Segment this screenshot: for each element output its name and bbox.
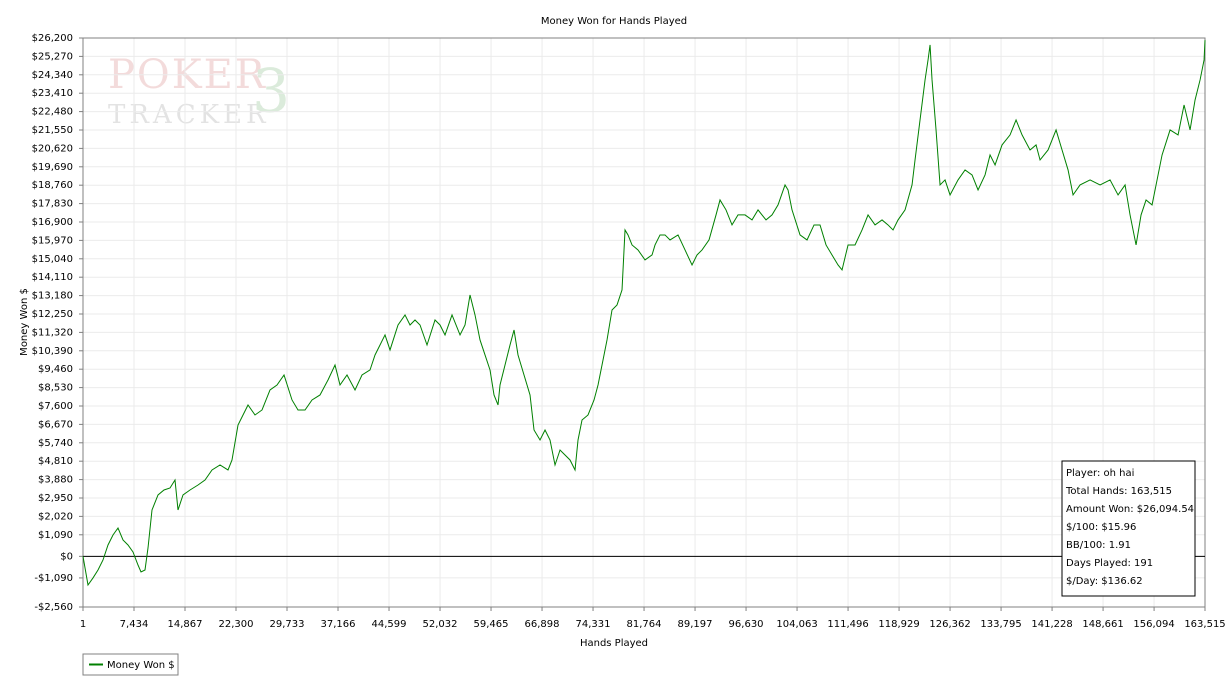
y-tick-label: $16,900 [32, 217, 73, 228]
y-tick-label: $22,480 [32, 107, 73, 118]
x-tick-label: 111,496 [827, 619, 868, 630]
y-tick-label: $18,760 [32, 180, 73, 191]
x-tick-label: 148,661 [1082, 619, 1123, 630]
info-line: Player: oh hai [1066, 468, 1134, 479]
x-tick-label: 104,063 [776, 619, 817, 630]
y-tick-label: $11,320 [32, 327, 73, 338]
x-tick-label: 81,764 [627, 619, 662, 630]
legend-label: Money Won $ [107, 660, 175, 671]
x-tick-label: 96,630 [729, 619, 764, 630]
legend-box [82, 653, 179, 676]
x-axis-label: Hands Played [580, 638, 648, 649]
y-tick-label: $1,090 [38, 530, 73, 541]
y-tick-label: $20,620 [32, 143, 73, 154]
x-tick-label: 156,094 [1133, 619, 1174, 630]
info-line: Days Played: 191 [1066, 558, 1153, 569]
info-line: Amount Won: $26,094.54 [1066, 504, 1194, 515]
x-tick-label: 126,362 [929, 619, 970, 630]
y-tick-label: $6,670 [38, 419, 73, 430]
x-tick-label: 44,599 [372, 619, 407, 630]
y-tick-label: $0 [60, 551, 73, 562]
y-axis-label: Money Won $ [19, 288, 30, 356]
y-tick-label: $2,020 [38, 511, 73, 522]
x-tick-label: 22,300 [219, 619, 254, 630]
info-box [1061, 460, 1196, 597]
x-tick-label: 29,733 [270, 619, 305, 630]
y-tick-label: $13,180 [32, 291, 73, 302]
x-tick-label: 133,795 [980, 619, 1021, 630]
y-tick-label: $4,810 [38, 456, 73, 467]
chart-title: Money Won for Hands Played [541, 16, 687, 27]
x-tick-label: 37,166 [321, 619, 356, 630]
watermark: POKER TRACKER 3 [108, 52, 290, 130]
y-tick-label: $5,740 [38, 438, 73, 449]
x-tick-label: 74,331 [576, 619, 611, 630]
watermark-mark: 3 [252, 57, 290, 127]
y-tick-label: $10,390 [32, 346, 73, 357]
x-tick-label: 7,434 [120, 619, 149, 630]
x-tick-label: 59,465 [474, 619, 509, 630]
y-tick-label: $23,410 [32, 88, 73, 99]
plot-frame [82, 37, 1206, 608]
info-line: $/100: $15.96 [1066, 522, 1136, 533]
x-tick-label: 141,228 [1031, 619, 1072, 630]
x-tick-label: 89,197 [678, 619, 713, 630]
y-tick-label: -$1,090 [34, 573, 73, 584]
y-tick-label: $9,460 [38, 364, 73, 375]
data-line [82, 40, 1206, 587]
y-tick-label: $19,690 [32, 162, 73, 173]
y-tick-label: $2,950 [38, 493, 73, 504]
x-tick-label: 52,032 [423, 619, 458, 630]
y-tick-label: $3,880 [38, 475, 73, 486]
y-tick-label: $7,600 [38, 401, 73, 412]
y-tick-label: $15,040 [32, 254, 73, 265]
watermark-bottom: TRACKER [108, 100, 270, 130]
y-tick-label: $26,200 [32, 33, 73, 44]
x-tick-label: 14,867 [168, 619, 203, 630]
y-tick-label: $14,110 [32, 272, 73, 283]
y-tick-label: $8,530 [38, 383, 73, 394]
info-line: $/Day: $136.62 [1066, 576, 1143, 587]
x-tick-label: 66,898 [525, 619, 560, 630]
y-tick-label: $12,250 [32, 309, 73, 320]
y-tick-label: $17,830 [32, 199, 73, 210]
y-tick-label: $15,970 [32, 235, 73, 246]
info-line: BB/100: 1.91 [1066, 540, 1131, 551]
y-tick-label: $21,550 [32, 125, 73, 136]
x-tick-label: 118,929 [878, 619, 919, 630]
y-tick-label: -$2,560 [34, 602, 73, 613]
y-tick-label: $25,270 [32, 51, 73, 62]
y-tick-label: $24,340 [32, 70, 73, 81]
x-tick-label: 163,515 [1184, 619, 1225, 630]
x-tick-label: 1 [80, 619, 86, 630]
info-line: Total Hands: 163,515 [1065, 486, 1172, 497]
